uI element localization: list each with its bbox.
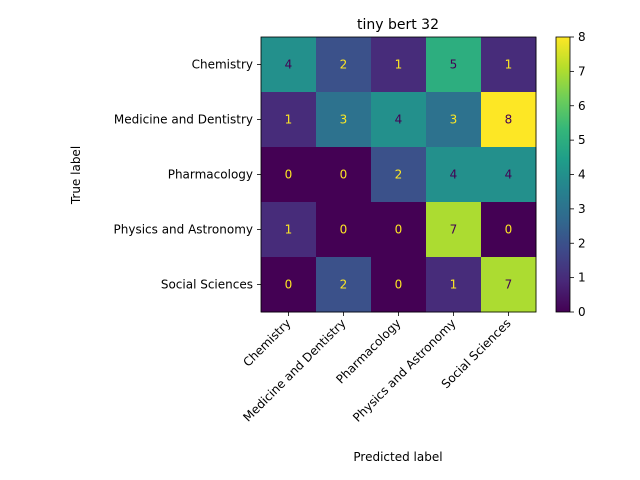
cell-value-label: 1 <box>395 58 403 72</box>
y-axis-label: True label <box>69 146 83 205</box>
heatmap-cell <box>316 37 372 93</box>
heatmap-cell <box>371 147 427 203</box>
heatmap-cell <box>481 37 537 93</box>
heatmap-cell <box>316 257 372 313</box>
heatmap-cell <box>371 202 427 258</box>
colorbar-tick-label: 2 <box>578 236 586 250</box>
cell-value-label: 1 <box>505 58 513 72</box>
heatmap-cell <box>481 202 537 258</box>
heatmap-cell <box>426 92 482 148</box>
cell-value-label: 0 <box>395 278 403 292</box>
heatmap-cell <box>261 202 317 258</box>
cell-value-label: 1 <box>285 223 293 237</box>
cell-value-label: 8 <box>505 113 513 127</box>
heatmap-cell <box>371 257 427 313</box>
colorbar <box>555 36 571 313</box>
heatmap-cell <box>481 147 537 203</box>
heatmap-cell <box>261 92 317 148</box>
heatmap-cell <box>316 147 372 203</box>
colorbar-tick-label: 4 <box>578 168 586 182</box>
colorbar-tick-label: 6 <box>578 99 586 113</box>
heatmap-cell <box>481 92 537 148</box>
heatmap-cell <box>481 257 537 313</box>
colorbar-tick-label: 3 <box>578 202 586 216</box>
cell-value-label: 3 <box>450 113 458 127</box>
cell-value-label: 7 <box>505 278 513 292</box>
cell-value-label: 2 <box>395 168 403 182</box>
colorbar-tick-label: 7 <box>578 64 586 78</box>
x-tick-label: Physics and Astronomy <box>350 316 459 425</box>
heatmap-cells: 4 2 1 5 1 1 3 4 3 8 0 0 2 4 4 1 0 0 7 0 0 2 0 1 7 <box>261 37 537 313</box>
heatmap-cell <box>261 147 317 203</box>
cell-value-label: 4 <box>505 168 513 182</box>
heatmap-cell <box>426 147 482 203</box>
heatmap-cell <box>371 37 427 93</box>
heatmap-cell <box>426 202 482 258</box>
cell-value-label: 0 <box>395 223 403 237</box>
colorbar-tick-label: 5 <box>578 133 586 147</box>
colorbar-tick-label: 0 <box>578 305 586 319</box>
y-tick-labels: Chemistry Medicine and Dentistry Pharmacol… <box>114 58 261 292</box>
y-tick-label: Pharmacology <box>168 168 253 182</box>
y-tick-label: Chemistry <box>192 58 253 72</box>
cell-value-label: 0 <box>285 168 293 182</box>
cell-value-label: 7 <box>450 223 458 237</box>
y-tick-label: Physics and Astronomy <box>114 223 254 237</box>
cell-value-label: 0 <box>340 168 348 182</box>
x-tick-label: Medicine and Dentistry <box>240 316 348 424</box>
cell-value-label: 4 <box>395 113 403 127</box>
cell-value-label: 0 <box>340 223 348 237</box>
heatmap-cell <box>371 92 427 148</box>
heatmap-cell <box>426 37 482 93</box>
cell-value-label: 3 <box>340 113 348 127</box>
cell-value-label: 4 <box>450 168 458 182</box>
colorbar-tick-label: 1 <box>578 271 586 285</box>
heatmap-cell <box>426 257 482 313</box>
cell-value-label: 5 <box>450 58 458 72</box>
chart-title: tiny bert 32 <box>357 17 439 33</box>
x-tick-label: Chemistry <box>240 316 293 369</box>
heatmap-cell <box>261 257 317 313</box>
heatmap-cell <box>261 37 317 93</box>
cell-value-label: 1 <box>450 278 458 292</box>
cell-value-label: 2 <box>340 58 348 72</box>
y-tick-label: Medicine and Dentistry <box>114 113 253 127</box>
colorbar-tick-label: 8 <box>578 30 586 44</box>
heatmap-cell <box>316 92 372 148</box>
heatmap-cell <box>316 202 372 258</box>
cell-value-label: 1 <box>285 113 293 127</box>
cell-value-label: 4 <box>285 58 293 72</box>
x-axis-label: Predicted label <box>353 450 442 464</box>
y-tick-label: Social Sciences <box>161 278 253 292</box>
cell-value-label: 2 <box>340 278 348 292</box>
cell-value-label: 0 <box>285 278 293 292</box>
colorbar-ticks: 0 1 2 3 4 5 6 7 8 <box>570 30 586 319</box>
cell-value-label: 0 <box>505 223 513 237</box>
